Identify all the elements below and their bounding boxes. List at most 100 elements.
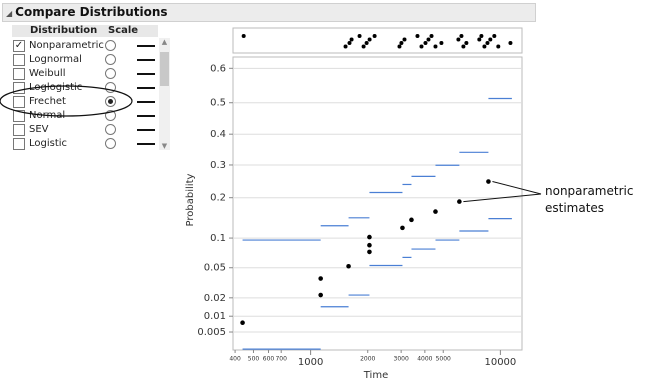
scale-radio[interactable] <box>105 68 116 79</box>
rug-point <box>433 44 438 49</box>
scale-radio[interactable] <box>105 96 116 107</box>
y-tick-label: 0.005 <box>197 327 226 338</box>
rug-point <box>488 37 493 42</box>
x-tick-label: 500 <box>248 356 260 363</box>
checkbox[interactable] <box>13 68 25 80</box>
x-tick-label: 2000 <box>360 356 375 363</box>
header: Distribution <box>12 25 120 37</box>
y-tick-label: 0.2 <box>210 193 226 204</box>
estimate-point <box>367 249 372 255</box>
rug-point <box>241 34 246 38</box>
x-tick-label: 5000 <box>436 356 451 363</box>
distribution-label: Lognormal <box>29 54 82 65</box>
x-tick-label: 10000 <box>484 357 516 368</box>
x-tick-label: 600 <box>263 356 275 363</box>
line-sample <box>137 115 155 117</box>
distribution-row: Frechet <box>13 95 163 108</box>
line-sample <box>137 101 155 103</box>
scale-radio[interactable] <box>105 138 116 149</box>
rug-point <box>415 34 420 38</box>
distribution-label: Nonparametric <box>29 40 104 51</box>
rug-point <box>367 37 372 42</box>
rug-point <box>399 41 404 45</box>
scale-radio[interactable] <box>105 40 116 51</box>
checkbox[interactable]: ✓ <box>13 40 25 52</box>
highlight-ellipse <box>0 85 133 117</box>
checkbox[interactable] <box>13 96 25 108</box>
checkbox[interactable] <box>13 110 25 122</box>
checkbox[interactable] <box>13 138 25 150</box>
estimate-point <box>367 242 372 248</box>
scale-radio[interactable] <box>105 124 116 135</box>
rug-point <box>482 44 487 49</box>
line-sample <box>137 87 155 89</box>
estimate-point <box>457 199 462 204</box>
distribution-row: ✓ Nonparametric <box>13 39 163 52</box>
x-tick-label: 700 <box>275 356 287 363</box>
rug-point <box>402 37 407 42</box>
rug-point <box>459 34 464 38</box>
y-tick-label: 0.6 <box>210 63 226 74</box>
estimate-point <box>433 209 438 214</box>
distribution-row: Logistic <box>13 137 163 150</box>
y-tick-label: 0.02 <box>204 293 226 304</box>
estimate-point <box>486 179 491 184</box>
distribution-label: Logistic <box>29 138 68 149</box>
annotation-arrow <box>492 181 542 195</box>
checkbox[interactable] <box>13 54 25 66</box>
checkbox[interactable] <box>13 124 25 136</box>
rug-point <box>479 34 484 38</box>
scrollbar[interactable]: ▲ ▼ <box>159 38 170 150</box>
line-sample <box>137 129 155 131</box>
rug-point <box>364 41 369 45</box>
rug-point <box>477 37 482 42</box>
x-tick-label: 4000 <box>417 356 432 363</box>
estimate-point <box>409 217 414 223</box>
rug-point <box>423 41 428 45</box>
y-tick-label: 0.5 <box>210 98 226 109</box>
rug-point <box>456 37 461 42</box>
distribution-label: Frechet <box>29 96 66 107</box>
rug-point <box>492 34 497 38</box>
line-sample <box>137 59 155 61</box>
line-sample <box>137 45 155 47</box>
title-text: Compare Distributions <box>15 5 168 19</box>
panel-title[interactable]: ◢ Compare Distributions <box>2 3 536 22</box>
y-tick-label: 0.3 <box>210 160 226 171</box>
rug-point <box>397 44 402 49</box>
scale-radio[interactable] <box>105 54 116 65</box>
estimate-point <box>367 234 372 240</box>
x-tick-label: 400 <box>229 356 241 363</box>
annotation-arrow <box>463 193 542 203</box>
distribution-label: Loglogistic <box>29 82 83 93</box>
y-axis-label: Probability <box>185 173 196 226</box>
annotation: nonparametric estimates <box>545 184 634 215</box>
rug-point <box>429 34 434 38</box>
rug-point <box>508 41 513 45</box>
rug-point <box>357 34 362 38</box>
x-tick-label: 1000 <box>298 357 323 368</box>
scale-radio[interactable] <box>105 110 116 121</box>
rug-point <box>343 44 348 49</box>
y-tick-label: 0.1 <box>210 233 226 244</box>
x-axis-label: Time <box>363 370 388 381</box>
scale-radio[interactable] <box>105 82 116 93</box>
estimate-point <box>318 276 323 281</box>
rug-point <box>439 41 444 45</box>
rug-point <box>496 44 501 49</box>
distribution-label: SEV <box>29 124 49 135</box>
estimate-point <box>318 292 323 298</box>
plot-frame <box>232 56 523 351</box>
header: Scale <box>104 25 158 37</box>
rug-point <box>347 41 352 45</box>
estimate-point <box>400 225 405 231</box>
estimate-point <box>240 320 245 326</box>
x-tick-label: 3000 <box>394 356 409 363</box>
line-sample <box>137 73 155 75</box>
rug-point <box>361 44 366 49</box>
rug-point <box>426 37 431 42</box>
rug-point <box>461 44 466 49</box>
distribution-row: SEV <box>13 123 163 136</box>
y-tick-label: 0.01 <box>204 311 226 322</box>
